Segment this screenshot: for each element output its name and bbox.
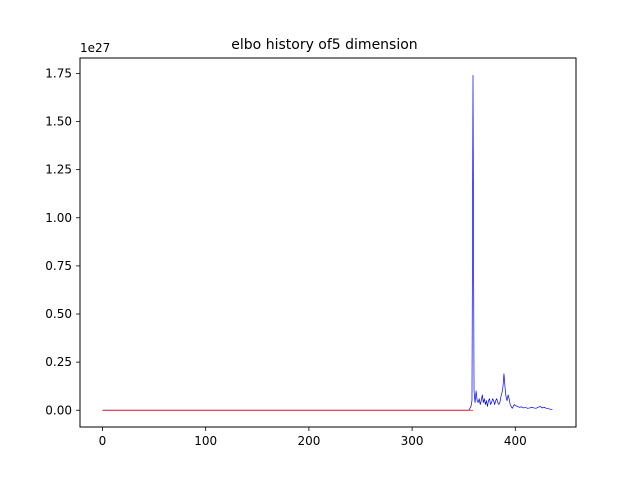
x-axis: 0 100 200 300 400 bbox=[99, 427, 527, 448]
y-tick-label: 0.75 bbox=[45, 259, 72, 273]
y-tick-label: 0.00 bbox=[45, 403, 72, 417]
x-tick-label: 400 bbox=[504, 434, 527, 448]
y-tick-label: 1.00 bbox=[45, 211, 72, 225]
y-tick-label: 0.50 bbox=[45, 307, 72, 321]
x-tick-label: 0 bbox=[99, 434, 107, 448]
y-tick-label: 0.25 bbox=[45, 355, 72, 369]
x-tick-label: 300 bbox=[401, 434, 424, 448]
x-tick-label: 100 bbox=[194, 434, 217, 448]
plot-area-frame bbox=[79, 57, 577, 428]
y-tick-label: 1.25 bbox=[45, 163, 72, 177]
y-axis: 0.00 0.25 0.50 0.75 1.00 1.25 1.50 1.75 bbox=[45, 66, 80, 417]
x-tick-label: 200 bbox=[297, 434, 320, 448]
y-tick-label: 1.75 bbox=[45, 66, 72, 80]
y-tick-label: 1.50 bbox=[45, 115, 72, 129]
chart-title: elbo history of5 dimension bbox=[231, 37, 417, 53]
series-line-0 bbox=[102, 74, 553, 411]
y-axis-offset-label: 1e27 bbox=[80, 41, 110, 55]
